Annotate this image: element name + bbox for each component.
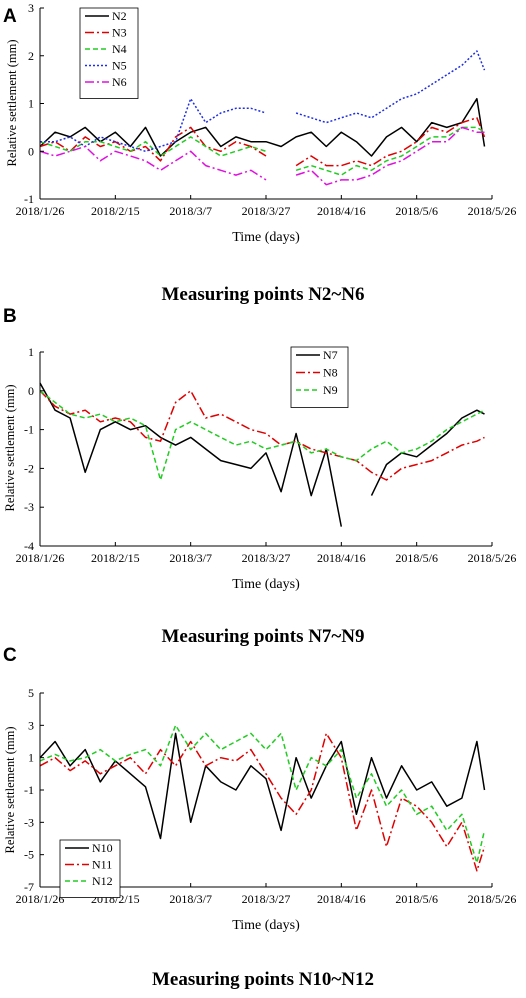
chart-panel-a: A -1 0 1 2 3 2018/1/26 2018/2/15 2018/3/7 2018/3/… [3,1,516,305]
x-tick-label: 2018/5/26 [468,892,517,906]
legend: N7 N8 N9 [290,346,349,408]
y-tick-label: 2 [28,49,34,63]
x-tick-label: 2018/3/27 [242,551,291,565]
x-tick-label: 2018/4/16 [317,204,366,218]
series-line-n7 [39,382,485,527]
x-tick-label: 2018/5/6 [395,204,438,218]
x-tick-label: 2018/3/7 [169,551,212,565]
x-tick-label: 2018/5/6 [395,892,438,906]
legend-entry-n6: N6 [112,75,127,89]
y-axis-label: Relative settlement (mm) [5,39,19,166]
x-tick-label: 2018/3/27 [242,204,291,218]
y-tick-label: -7 [24,880,34,894]
x-tick-label: 2018/4/16 [317,551,366,565]
y-axis-label: Relative settlement (mm) [3,384,17,511]
y-tick-label: 3 [28,718,34,732]
legend-entry-n12: N12 [92,874,113,888]
y-tick-label: -1 [24,192,34,206]
series-line-n3 [39,117,486,167]
chart-panel-b: B -4 -3 -2 -1 0 1 2018/1/26 2018/2/15 2018/3/7 201… [3,306,516,647]
legend-entry-n10: N10 [92,841,113,855]
y-tick-label: 1 [28,345,34,359]
legend-entry-n7: N7 [323,348,338,362]
panel-caption: Measuring points N10~N12 [152,969,374,990]
x-tick-label: 2018/5/6 [395,551,438,565]
panel-label: A [3,6,17,27]
series-line-n11 [39,732,486,872]
legend: N10 N11 N12 [59,839,121,898]
legend-entry-n4: N4 [112,42,127,56]
panel-label: C [3,645,17,666]
x-tick-label: 2018/2/15 [91,204,140,218]
x-tick-label: 2018/5/26 [468,204,517,218]
panel-caption: Measuring points N2~N6 [161,284,364,305]
legend-box [290,346,349,408]
legend-entry-n5: N5 [112,59,127,73]
x-axis-label: Time (days) [232,918,300,933]
legend-box [59,839,121,898]
legend-box [79,7,139,99]
y-tick-label: -1 [24,423,34,437]
legend-entry-n2: N2 [112,9,127,23]
series-line-n8 [39,390,485,481]
x-axis-label: Time (days) [232,577,300,592]
y-tick-label: -4 [24,539,34,553]
y-axis-label: Relative settlement (mm) [3,726,17,853]
x-tick-label: 2018/3/7 [169,892,212,906]
x-tick-label: 2018/1/26 [16,551,65,565]
legend-entry-n3: N3 [112,26,127,40]
series-line-n2 [39,97,486,157]
y-tick-label: 3 [28,1,34,15]
y-tick-label: 5 [28,686,34,700]
legend-entry-n8: N8 [323,366,338,380]
y-tick-label: -3 [24,500,34,514]
panel-label: B [3,306,17,327]
series-line-n12 [39,724,486,864]
series-line-n9 [39,390,485,481]
x-tick-label: 2018/4/16 [317,892,366,906]
x-tick-label: 2018/3/7 [169,204,212,218]
legend-entry-n11: N11 [92,858,112,872]
series-line-n6 [39,126,485,186]
y-tick-label: 0 [28,144,34,158]
y-tick-label: -5 [24,848,34,862]
y-tick-label: -3 [24,815,34,829]
panel-caption: Measuring points N7~N9 [161,626,364,647]
series-line-n5 [40,50,486,153]
x-tick-label: 2018/2/15 [91,551,140,565]
x-tick-label: 2018/5/26 [468,551,517,565]
x-axis-label: Time (days) [232,230,300,245]
legend-entry-n9: N9 [323,383,338,397]
legend: N2 N3 N4 N5 N6 [79,7,139,99]
y-tick-label: 1 [28,97,34,111]
x-tick-label: 2018/3/27 [242,892,291,906]
x-tick-label: 2018/1/26 [16,204,65,218]
y-tick-label: -1 [24,783,34,797]
y-tick-label: 1 [28,751,34,765]
x-tick-label: 2018/1/26 [16,892,65,906]
y-tick-label: 0 [28,384,34,398]
series-line-n4 [39,126,485,176]
y-tick-label: -2 [24,461,34,475]
series-line-n10 [39,732,486,840]
